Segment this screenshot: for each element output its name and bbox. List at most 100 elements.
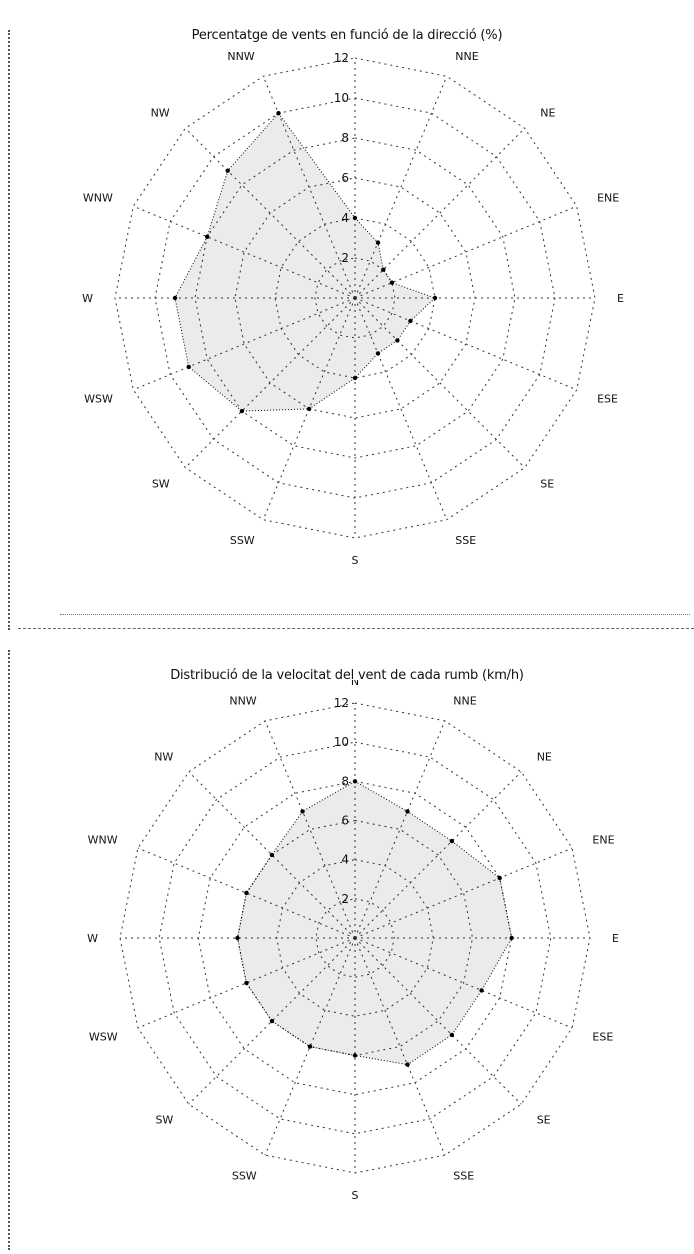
radial-tick-label: 8: [341, 131, 349, 145]
spoke-sse: [354, 297, 448, 520]
wind-rose-chart-speed: 2 4 6 8 10 12N NNE NE ENE E ESE SE SSE S SSW SW WSW W WNW N…: [87, 680, 619, 1202]
data-point-nnw: [300, 809, 305, 814]
direction-label-n: N: [351, 40, 359, 43]
spoke-ese: [354, 297, 577, 391]
data-point-wsw: [244, 980, 249, 986]
data-point-ssw: [307, 1044, 313, 1049]
data-point-sw: [239, 408, 245, 414]
radial-tick-label: 2: [341, 251, 349, 265]
data-point-wnw: [244, 890, 249, 896]
direction-label-sw: SW: [152, 477, 170, 490]
direction-label-ne: NE: [540, 107, 555, 120]
wind-rose-chart-percentage: 2 4 6 8 10 12 N NNE NE ENE E ESE SE SSE S SSW SW WSW W WNW N…: [82, 40, 624, 567]
data-point-nw: [269, 852, 275, 858]
direction-label-se: SE: [540, 477, 554, 490]
direction-label-ne: NE: [537, 750, 552, 763]
direction-label-nnw: NNW: [229, 695, 256, 708]
direction-label-nw: NW: [151, 107, 170, 120]
radial-tick-label: 4: [341, 211, 349, 225]
direction-label-wsw: WSW: [84, 392, 113, 405]
spoke-nne: [354, 76, 448, 299]
data-point-sse: [405, 1062, 410, 1067]
wind-speed-panel: Distribució de la velocitat del vent de …: [0, 640, 694, 1254]
radial-tick-label: 12: [334, 696, 349, 710]
data-point-s: [352, 1053, 358, 1058]
direction-label-wsw: WSW: [89, 1030, 118, 1043]
grid-ring-12: [114, 57, 596, 539]
direction-label-n: N: [351, 680, 359, 688]
direction-label-s: S: [352, 554, 359, 567]
direction-label-e: E: [612, 932, 619, 945]
radial-tick-label: 6: [341, 171, 349, 185]
grid-ring-6: [234, 177, 476, 419]
direction-label-sse: SSE: [453, 1169, 474, 1182]
data-point-e: [432, 295, 438, 301]
radial-tick-label: 10: [334, 91, 349, 105]
data-point-ene: [389, 280, 395, 285]
chart-title: Percentatge de vents en funció de la dir…: [191, 28, 503, 43]
chart-title: Distribució de la velocitat del vent de …: [170, 668, 524, 683]
radar-grid: [114, 57, 596, 539]
divider-dashed: [18, 628, 694, 629]
spoke-wsw: [133, 297, 356, 391]
direction-label-w: W: [82, 292, 93, 305]
direction-label-se: SE: [537, 1114, 551, 1127]
data-point-n: [352, 215, 358, 221]
spoke-ene: [354, 205, 577, 299]
spoke-sw: [184, 297, 356, 469]
direction-label-ese: ESE: [592, 1030, 613, 1043]
radial-tick-label: 4: [341, 853, 349, 867]
direction-label-s: S: [352, 1189, 359, 1202]
spoke-wnw: [133, 205, 356, 299]
data-point-w: [172, 295, 178, 301]
spoke-nw: [184, 127, 356, 299]
direction-label-wnw: WNW: [83, 192, 113, 205]
radial-tick-label: 8: [341, 774, 349, 788]
direction-label-ssw: SSW: [230, 534, 255, 547]
data-point-ese: [479, 988, 484, 993]
direction-label-sse: SSE: [455, 534, 476, 547]
direction-label-ese: ESE: [597, 392, 618, 405]
radial-tick-label: 2: [341, 892, 349, 906]
direction-label-e: E: [617, 292, 624, 305]
data-point-nnw: [276, 111, 281, 116]
direction-label-nw: NW: [154, 750, 173, 763]
data-point-se: [395, 338, 400, 343]
direction-label-nne: NNE: [455, 50, 478, 63]
direction-label-nne: NNE: [453, 695, 476, 708]
data-point-nne: [405, 809, 410, 814]
grid-ring-8: [197, 780, 513, 1096]
spoke-ssw: [262, 297, 356, 520]
direction-label-sw: SW: [155, 1114, 173, 1127]
data-point-s: [352, 375, 358, 381]
data-point-wnw: [205, 234, 210, 239]
direction-label-wnw: WNW: [88, 834, 118, 847]
data-point-ssw: [306, 406, 312, 412]
grid-ring-8: [194, 137, 516, 459]
direction-label-ene: ENE: [592, 834, 614, 847]
direction-label-nnw: NNW: [227, 50, 254, 63]
divider-dotted: [60, 614, 690, 615]
direction-label-ssw: SSW: [232, 1169, 257, 1182]
spoke-ne: [354, 127, 526, 299]
radial-tick-label: 6: [341, 814, 349, 828]
wind-percentage-panel: Percentatge de vents en funció de la dir…: [0, 0, 694, 620]
data-point-wsw: [186, 364, 191, 370]
spoke-se: [354, 297, 526, 469]
series-area: [236, 780, 513, 1066]
data-point-ese: [408, 318, 413, 324]
data-point-ne: [449, 838, 455, 844]
left-dotted-rule: [8, 30, 10, 630]
data-point-w: [235, 935, 240, 941]
series-area: [174, 112, 436, 412]
data-point-nne: [375, 240, 381, 245]
radial-tick-label: 10: [334, 735, 349, 749]
data-point-ene: [497, 875, 502, 881]
data-point-e: [509, 935, 514, 941]
radial-tick-label: 12: [334, 51, 349, 65]
direction-label-ene: ENE: [597, 192, 619, 205]
direction-label-w: W: [87, 932, 98, 945]
left-dotted-rule-2: [8, 650, 10, 1250]
data-point-nw: [225, 168, 230, 173]
data-point-sse: [375, 351, 381, 356]
